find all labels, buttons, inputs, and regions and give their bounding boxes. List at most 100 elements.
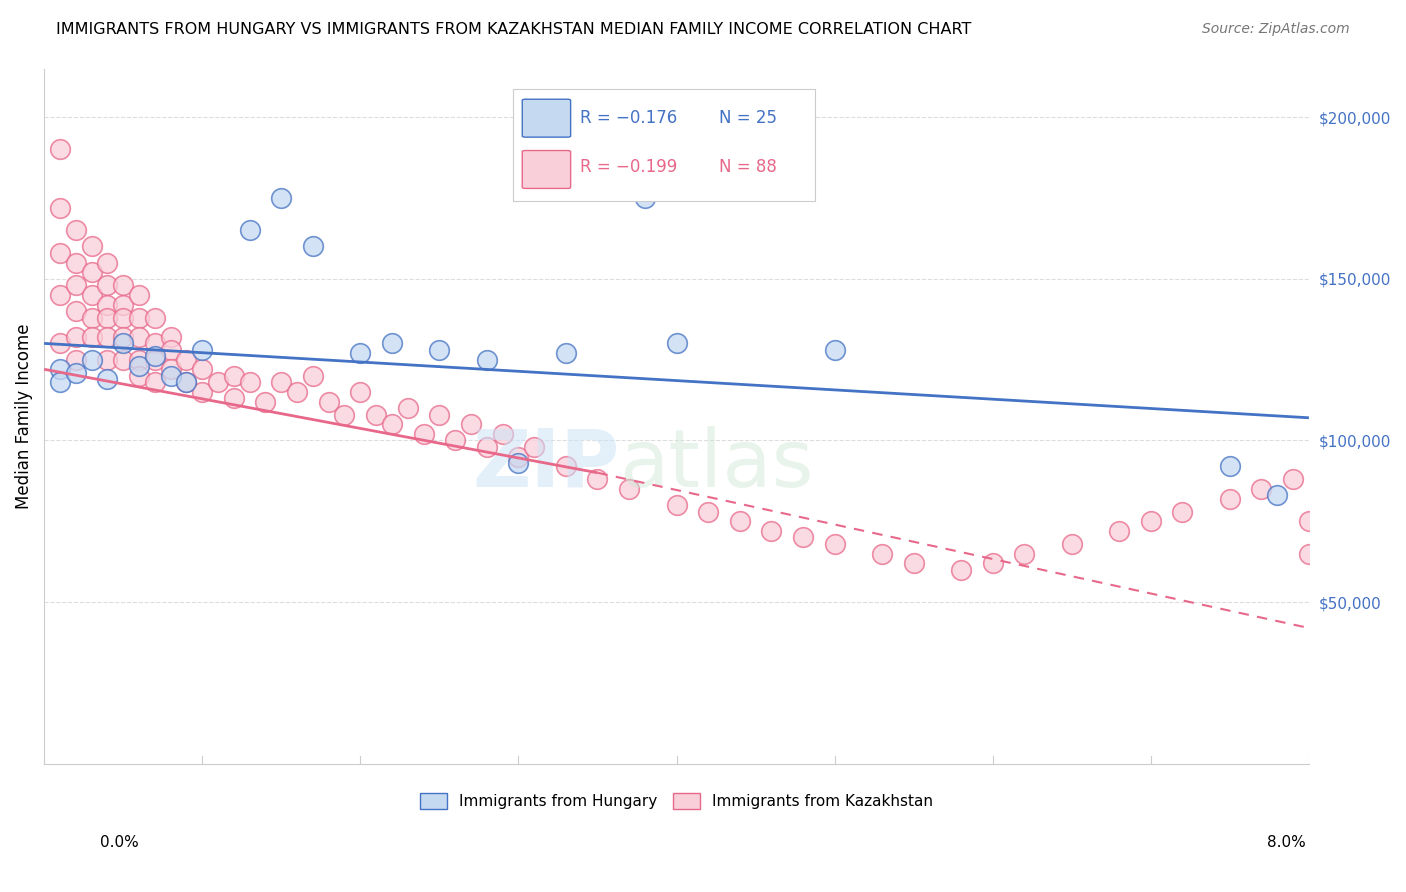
Point bbox=[80, 310, 103, 325]
Point bbox=[112, 330, 135, 344]
Point bbox=[508, 456, 530, 470]
Point bbox=[1219, 459, 1241, 474]
Point bbox=[1014, 547, 1036, 561]
Point bbox=[239, 375, 262, 389]
Y-axis label: Median Family Income: Median Family Income bbox=[15, 324, 32, 509]
Point bbox=[191, 343, 214, 357]
Point bbox=[554, 459, 576, 474]
Point bbox=[444, 434, 467, 448]
Point bbox=[396, 401, 419, 415]
Point bbox=[80, 239, 103, 253]
Point bbox=[49, 288, 72, 302]
Point bbox=[207, 375, 229, 389]
Point bbox=[728, 514, 751, 528]
Point bbox=[381, 417, 404, 432]
Point bbox=[427, 343, 450, 357]
Point bbox=[1219, 491, 1241, 506]
Point bbox=[950, 563, 973, 577]
Point bbox=[112, 297, 135, 311]
Point bbox=[381, 336, 404, 351]
Point bbox=[96, 310, 118, 325]
Point bbox=[191, 384, 214, 399]
Point bbox=[128, 359, 150, 373]
Point bbox=[634, 191, 657, 205]
Point bbox=[270, 191, 292, 205]
Point bbox=[159, 330, 181, 344]
Point bbox=[65, 330, 87, 344]
Point bbox=[65, 304, 87, 318]
Point bbox=[80, 352, 103, 367]
Point bbox=[128, 288, 150, 302]
Point bbox=[366, 408, 388, 422]
Point bbox=[96, 330, 118, 344]
Point bbox=[96, 372, 118, 386]
Point bbox=[176, 375, 198, 389]
Point bbox=[176, 375, 198, 389]
Point bbox=[176, 352, 198, 367]
Point bbox=[96, 352, 118, 367]
Point bbox=[318, 394, 340, 409]
Point bbox=[254, 394, 277, 409]
Point bbox=[96, 255, 118, 269]
Point bbox=[586, 472, 609, 486]
Point bbox=[143, 336, 166, 351]
Point bbox=[349, 346, 371, 360]
Point bbox=[49, 142, 72, 156]
Point bbox=[412, 426, 434, 441]
Point bbox=[903, 557, 925, 571]
Point bbox=[697, 505, 720, 519]
Text: 0.0%: 0.0% bbox=[100, 836, 139, 850]
Point bbox=[1139, 514, 1161, 528]
Point bbox=[523, 440, 546, 454]
Legend: Immigrants from Hungary, Immigrants from Kazakhstan: Immigrants from Hungary, Immigrants from… bbox=[413, 787, 939, 815]
Point bbox=[49, 201, 72, 215]
Point bbox=[508, 450, 530, 464]
Point bbox=[159, 368, 181, 383]
Point bbox=[870, 547, 893, 561]
Point bbox=[49, 362, 72, 376]
Point bbox=[143, 310, 166, 325]
Point bbox=[143, 375, 166, 389]
Point bbox=[65, 366, 87, 380]
Point bbox=[285, 384, 308, 399]
Point bbox=[554, 346, 576, 360]
Point bbox=[270, 375, 292, 389]
Point bbox=[65, 255, 87, 269]
Point bbox=[222, 368, 245, 383]
Text: Source: ZipAtlas.com: Source: ZipAtlas.com bbox=[1202, 22, 1350, 37]
FancyBboxPatch shape bbox=[522, 99, 571, 137]
Point bbox=[128, 368, 150, 383]
Point bbox=[1060, 537, 1083, 551]
Point bbox=[981, 557, 1004, 571]
Text: ZIP: ZIP bbox=[472, 425, 620, 504]
FancyBboxPatch shape bbox=[522, 151, 571, 188]
Point bbox=[112, 278, 135, 293]
Point bbox=[1298, 547, 1320, 561]
Point bbox=[1298, 514, 1320, 528]
Point bbox=[159, 362, 181, 376]
Point bbox=[96, 278, 118, 293]
Point bbox=[128, 352, 150, 367]
Point bbox=[222, 392, 245, 406]
Point bbox=[792, 531, 814, 545]
Text: R = −0.176: R = −0.176 bbox=[579, 109, 676, 127]
Point bbox=[49, 336, 72, 351]
Point bbox=[65, 278, 87, 293]
Point bbox=[475, 440, 498, 454]
Point bbox=[824, 537, 846, 551]
Point bbox=[475, 352, 498, 367]
Point bbox=[128, 310, 150, 325]
Text: N = 88: N = 88 bbox=[718, 158, 776, 177]
Point bbox=[1108, 524, 1130, 538]
Point bbox=[491, 426, 513, 441]
Text: atlas: atlas bbox=[620, 425, 814, 504]
Point bbox=[617, 482, 640, 496]
Text: R = −0.199: R = −0.199 bbox=[579, 158, 676, 177]
Point bbox=[112, 352, 135, 367]
Point bbox=[49, 375, 72, 389]
Point bbox=[1250, 482, 1272, 496]
Point bbox=[143, 352, 166, 367]
Point bbox=[460, 417, 482, 432]
Point bbox=[65, 352, 87, 367]
Point bbox=[112, 336, 135, 351]
